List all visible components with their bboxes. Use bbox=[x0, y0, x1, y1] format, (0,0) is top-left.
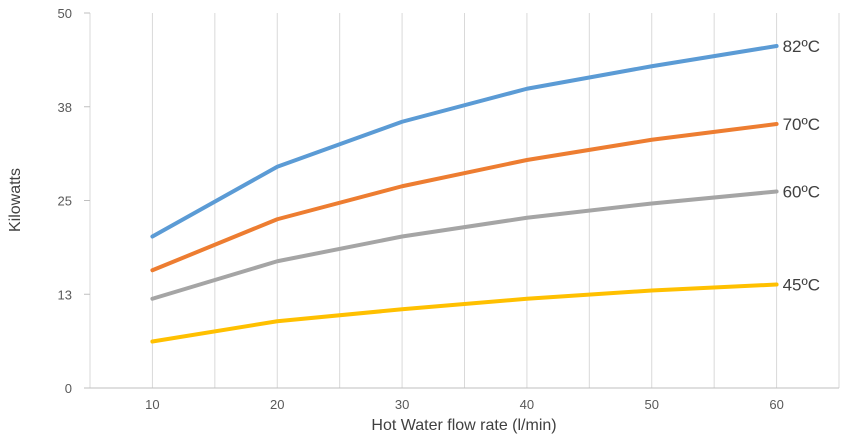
y-axis-title: Kilowatts bbox=[7, 168, 24, 232]
series-line bbox=[150, 189, 779, 301]
x-tick-label: 10 bbox=[145, 397, 159, 412]
series-end-label: 45ºC bbox=[783, 276, 820, 295]
x-tick-label: 30 bbox=[395, 397, 409, 412]
x-tick-label: 20 bbox=[270, 397, 284, 412]
series-end-label: 60ºC bbox=[783, 183, 820, 202]
series-line bbox=[150, 282, 779, 344]
gridlines bbox=[151, 13, 778, 388]
x-tick-label: 40 bbox=[520, 397, 534, 412]
tick-labels: 0 13 25 38 50 10 20 30 40 50 60 82ºC 70ºC 60ºC 45ºC bbox=[58, 6, 820, 412]
y-tick-label: 38 bbox=[58, 100, 72, 115]
y-tick-label: 25 bbox=[58, 194, 72, 209]
y-tick-label: 13 bbox=[58, 287, 72, 302]
series-end-label: 82ºC bbox=[783, 37, 820, 56]
series-end-label: 70ºC bbox=[783, 115, 820, 134]
x-axis-title: Hot Water flow rate (l/min) bbox=[371, 417, 556, 434]
y-tick-label: 50 bbox=[58, 6, 72, 21]
series-line bbox=[150, 44, 779, 239]
x-tick-label: 60 bbox=[769, 397, 783, 412]
x-tick-label: 50 bbox=[645, 397, 659, 412]
y-tick-label: 0 bbox=[65, 381, 72, 396]
series-line bbox=[150, 122, 779, 273]
axes bbox=[84, 12, 840, 389]
series-lines bbox=[150, 44, 779, 344]
